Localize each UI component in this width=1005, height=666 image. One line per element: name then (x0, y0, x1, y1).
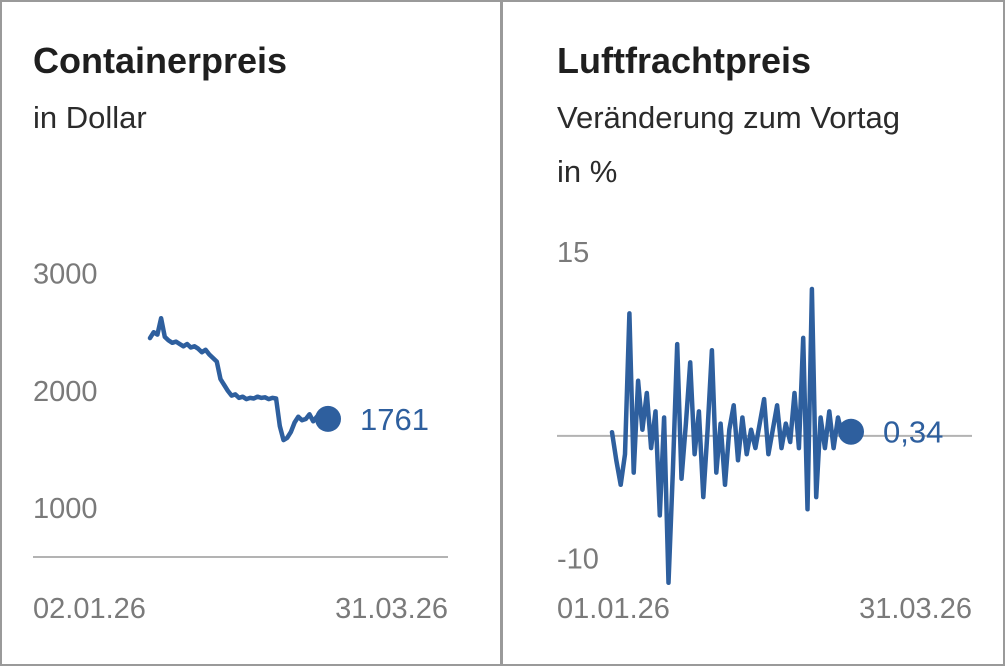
airfreight-x-tick-label: 01.01.26 (557, 593, 670, 625)
container-x-tick-label: 02.01.26 (33, 593, 146, 625)
container-last-point (315, 405, 341, 432)
airfreight-chart-subtitle: Veränderung zum Vortag (557, 100, 900, 135)
container-chart-title: Containerpreis (33, 40, 288, 81)
airfreight-y-tick-label: 15 (557, 237, 589, 269)
airfreight-last-value-label: 0,34 (883, 415, 943, 450)
container-chart-subtitle: in Dollar (33, 100, 147, 135)
airfreight-chart-title: Luftfrachtpreis (557, 40, 812, 81)
container-last-value-label: 1761 (360, 402, 429, 437)
airfreight-chart-unit: in % (557, 154, 618, 189)
airfreight-y-tick-label: -10 (557, 543, 599, 575)
airfreight-x-tick-label: 31.03.26 (859, 593, 972, 625)
panel-divider (500, 0, 503, 666)
container-x-tick-label: 31.03.26 (335, 593, 448, 625)
airfreight-last-point (838, 418, 864, 445)
container-y-tick-label: 1000 (33, 493, 98, 525)
container-series-line (147, 315, 331, 443)
container-y-tick-label: 2000 (33, 376, 98, 408)
airfreight-series-line (609, 286, 854, 586)
container-y-tick-label: 3000 (33, 259, 98, 291)
